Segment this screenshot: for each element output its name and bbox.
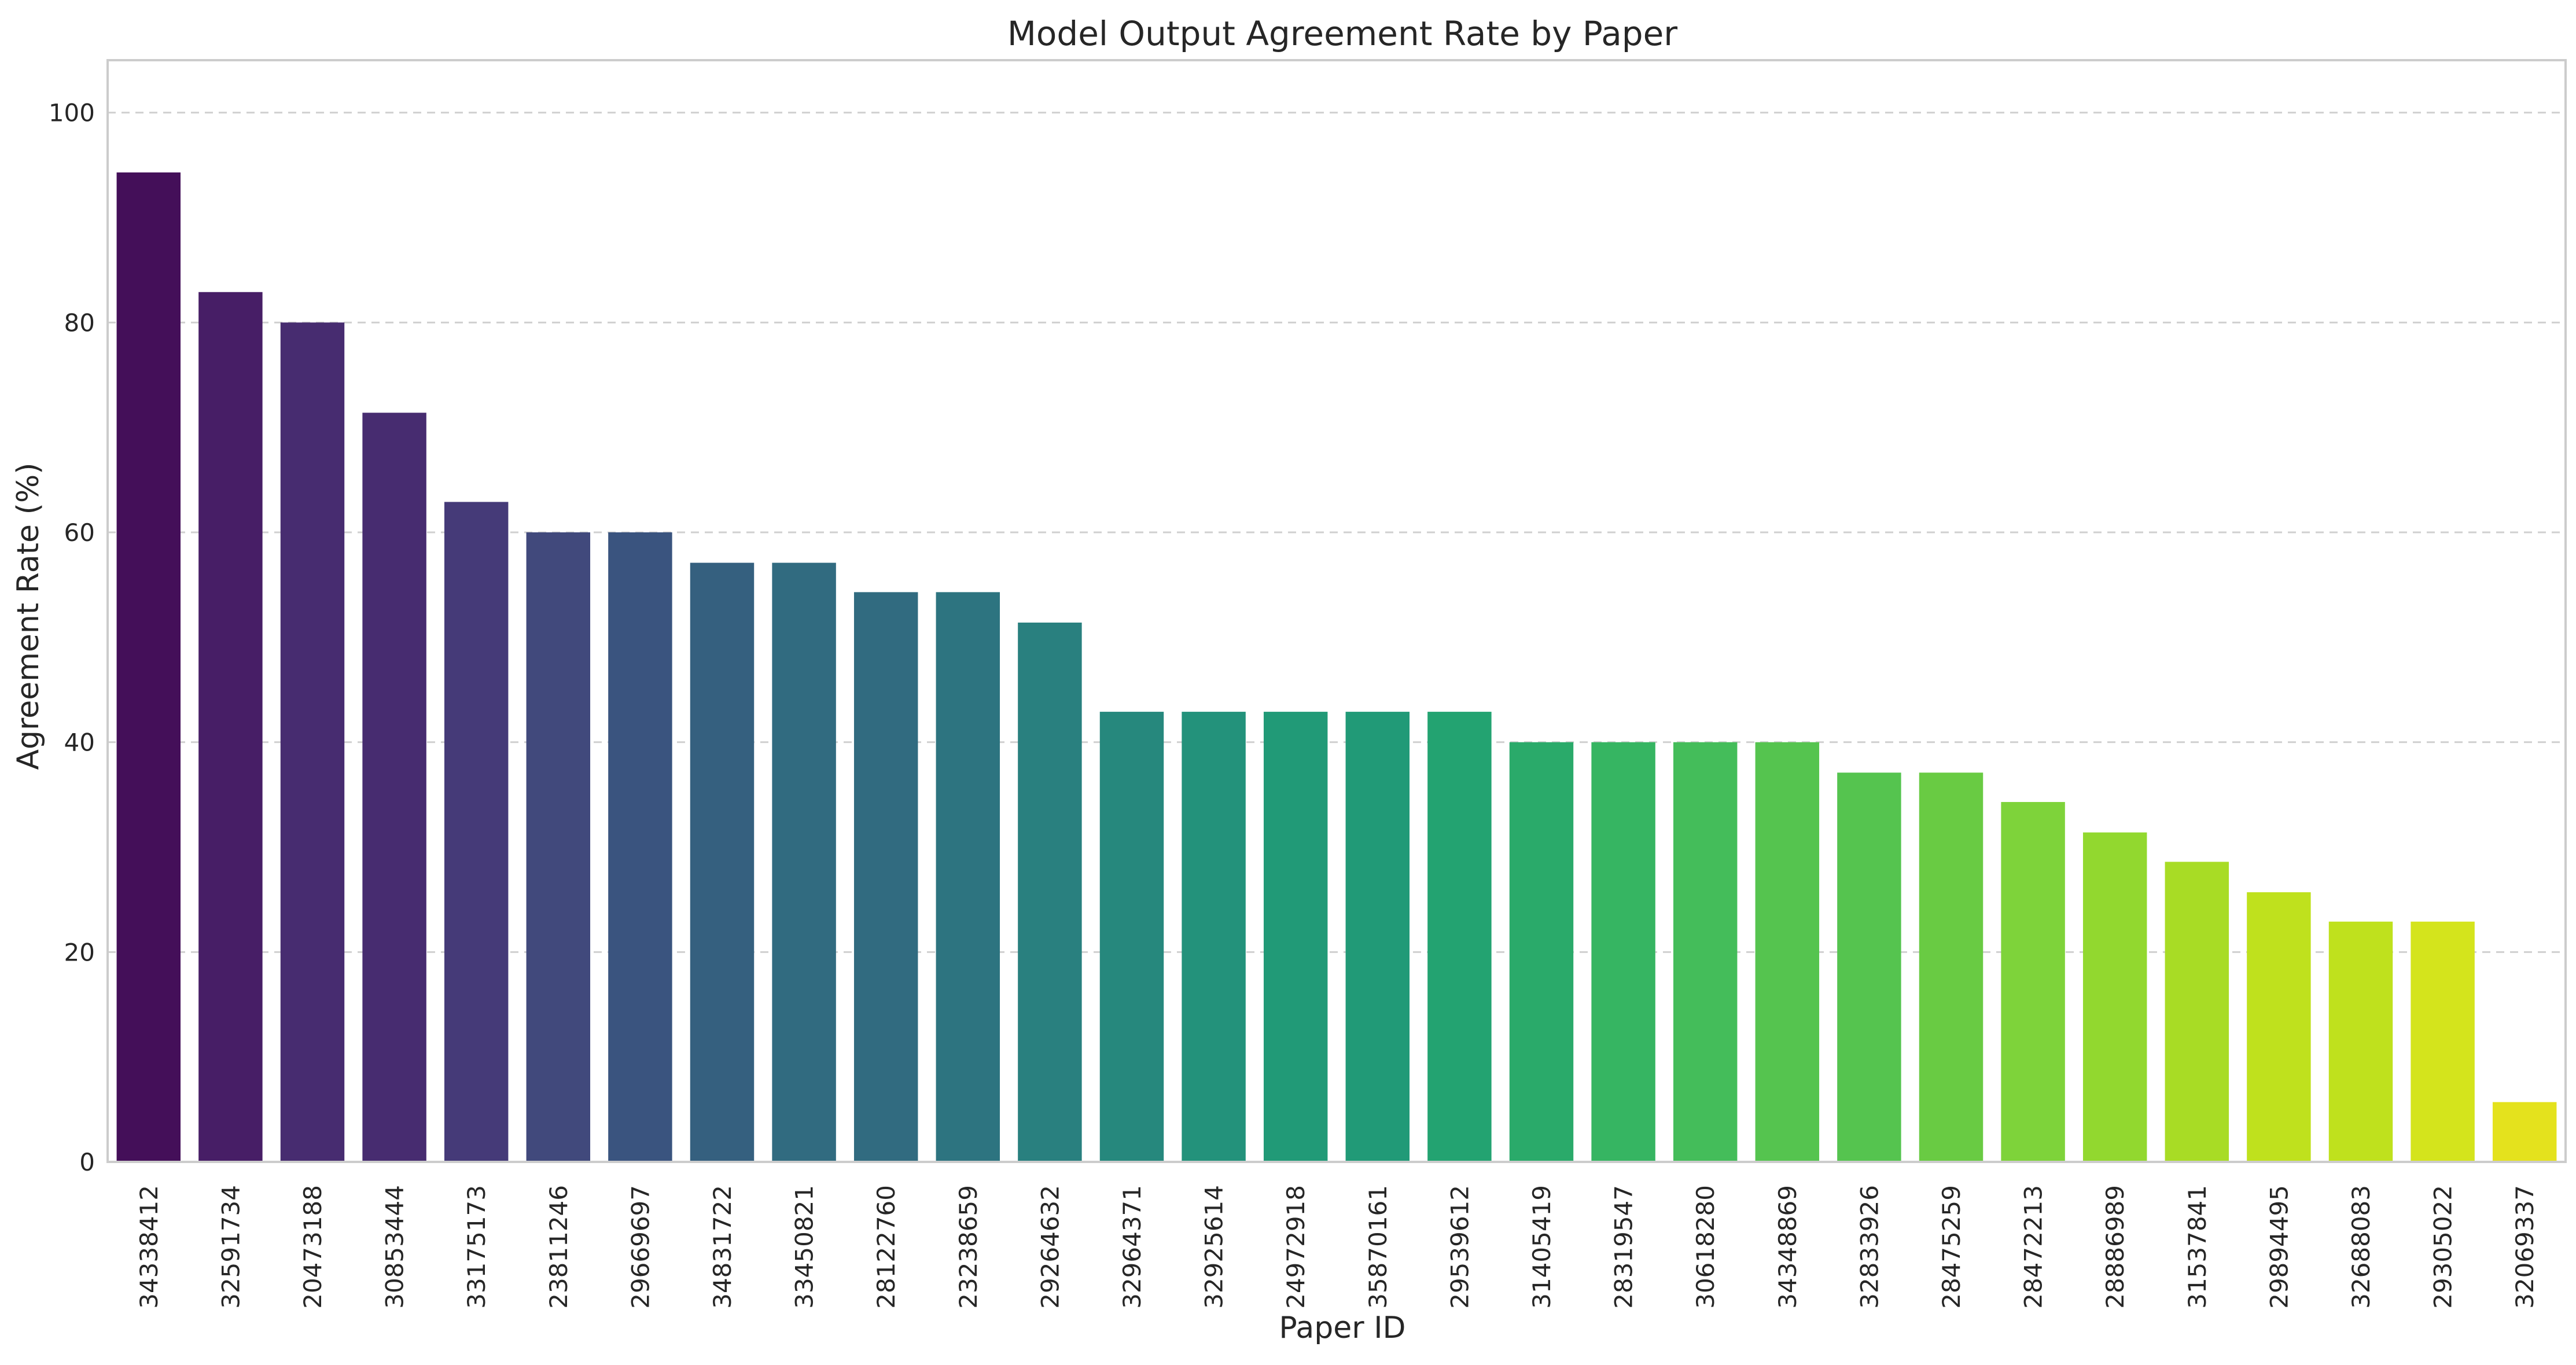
x-tick-label: 34348869	[1773, 1185, 1802, 1309]
bar	[1755, 742, 1820, 1162]
x-tick-label: 30853444	[381, 1185, 409, 1309]
bar	[1591, 742, 1655, 1162]
bar	[1837, 772, 1901, 1162]
x-tick-label: 32964371	[1118, 1185, 1146, 1309]
x-tick-label: 32833926	[1855, 1185, 1883, 1309]
bar	[526, 532, 591, 1162]
bar	[1099, 712, 1164, 1162]
grid-lines	[108, 112, 2566, 953]
x-tick-labels: 34338412 32591734 20473188 30853444 33175173…	[135, 1185, 2539, 1309]
x-tick-label: 30618280	[1691, 1185, 1720, 1309]
x-tick-label: 34831722	[708, 1185, 737, 1309]
bar	[2001, 802, 2065, 1162]
x-tick-label: 24972918	[1282, 1185, 1310, 1309]
bar	[1345, 712, 1410, 1162]
x-tick-label: 29894495	[2265, 1185, 2293, 1309]
bar	[116, 172, 181, 1162]
y-tick-label: 0	[79, 1148, 95, 1176]
y-tick-label: 80	[64, 308, 95, 337]
x-tick-label: 31405419	[1528, 1185, 1556, 1309]
x-tick-label: 32069337	[2511, 1185, 2539, 1309]
bar	[2328, 921, 2393, 1162]
x-tick-label: 28886989	[2101, 1185, 2129, 1309]
bar	[1263, 712, 1328, 1162]
x-tick-label: 32591734	[216, 1185, 245, 1309]
x-tick-label: 29264632	[1036, 1185, 1064, 1309]
y-tick-label: 40	[64, 729, 95, 757]
x-tick-label: 29539612	[1445, 1185, 1474, 1309]
bar	[1427, 712, 1492, 1162]
bar	[853, 592, 918, 1162]
x-tick-label: 32688083	[2347, 1185, 2375, 1309]
plot-frame	[106, 59, 2567, 1163]
x-tick-label: 29305022	[2429, 1185, 2457, 1309]
x-tick-label: 33175173	[462, 1185, 491, 1309]
bar	[2082, 832, 2147, 1162]
x-tick-label: 29669697	[626, 1185, 654, 1309]
bar	[2492, 1102, 2557, 1162]
bar	[772, 562, 836, 1162]
bar	[1509, 742, 1574, 1162]
x-tick-label: 28122760	[872, 1185, 900, 1309]
y-tick-labels: 0 20 40 60 80 100	[49, 99, 95, 1176]
x-tick-label: 20473188	[299, 1185, 327, 1309]
bar	[1018, 622, 1082, 1162]
x-tick-label: 31537841	[2183, 1185, 2211, 1309]
x-tick-label: 28475259	[1937, 1185, 1966, 1309]
x-axis-label: Paper ID	[1279, 1311, 1405, 1345]
bar	[2247, 892, 2311, 1162]
y-axis-label: Agreement Rate (%)	[11, 462, 46, 770]
chart-title: Model Output Agreement Rate by Paper	[1007, 14, 1677, 53]
x-tick-label: 33450821	[790, 1185, 819, 1309]
x-tick-label: 32925614	[1200, 1185, 1228, 1309]
x-tick-label: 23811246	[544, 1185, 573, 1309]
x-tick-label: 28319547	[1610, 1185, 1638, 1309]
bars	[116, 172, 2557, 1162]
bar	[362, 413, 426, 1162]
bar	[198, 292, 263, 1162]
bar	[280, 322, 345, 1162]
bar	[1182, 712, 1246, 1162]
bar	[608, 532, 672, 1162]
x-tick-label: 35870161	[1364, 1185, 1392, 1309]
x-tick-label: 28472213	[2019, 1185, 2048, 1309]
bar	[2165, 862, 2229, 1162]
bar	[936, 592, 1000, 1162]
bar	[1673, 742, 1738, 1162]
y-tick-label: 100	[49, 99, 95, 127]
bar	[1919, 772, 1983, 1162]
x-tick-label: 23238659	[954, 1185, 982, 1309]
bar	[2411, 921, 2475, 1162]
y-tick-label: 60	[64, 518, 95, 547]
bar	[690, 562, 755, 1162]
y-tick-label: 20	[64, 938, 95, 966]
x-tick-label: 34338412	[135, 1185, 163, 1309]
bar	[444, 502, 509, 1162]
